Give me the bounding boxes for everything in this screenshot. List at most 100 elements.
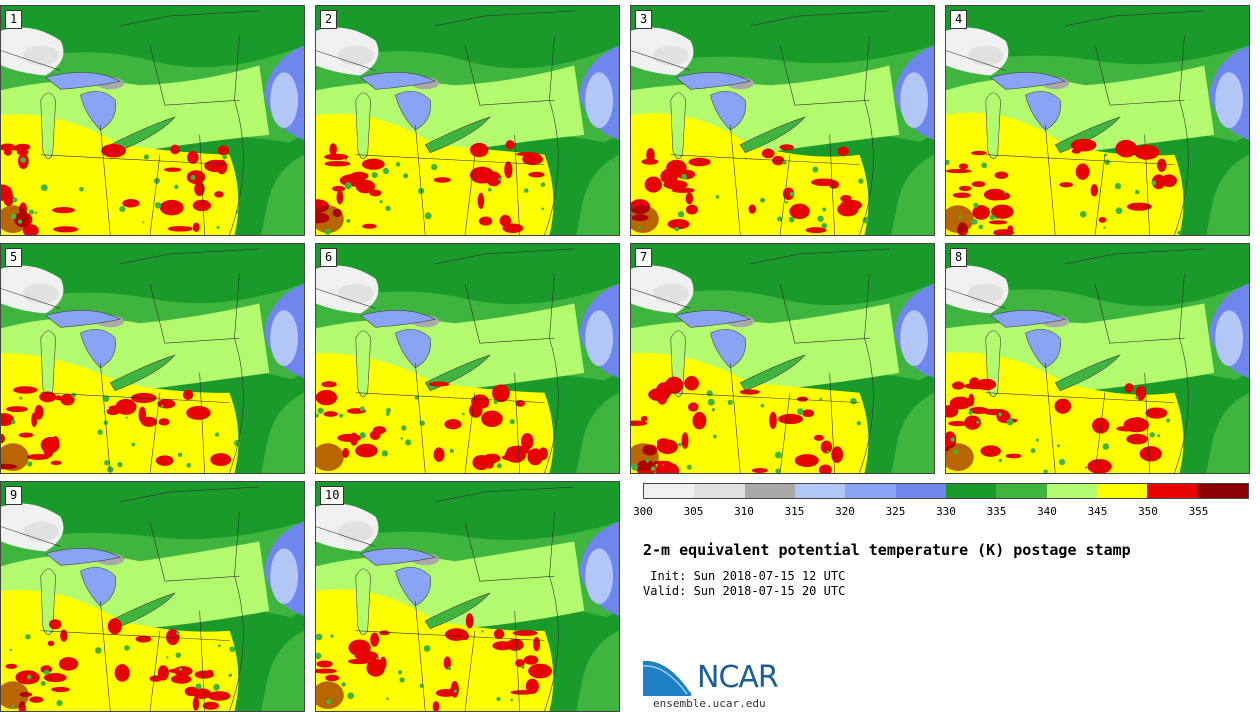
state-border: [549, 273, 555, 339]
field-350: [432, 701, 440, 711]
logo-text: NCAR: [697, 660, 779, 695]
field-350: [50, 460, 62, 465]
field-335: [1104, 159, 1111, 166]
field-350: [1133, 144, 1160, 160]
field-350: [39, 391, 57, 403]
field-350: [1059, 182, 1073, 188]
field-350: [818, 464, 832, 473]
field-335: [1102, 443, 1110, 450]
field-305: [652, 45, 689, 66]
field-350: [5, 663, 18, 669]
field-335: [339, 413, 344, 418]
field-335: [1151, 180, 1157, 186]
field-350: [510, 690, 535, 695]
field-335: [1177, 231, 1181, 235]
field-335: [213, 683, 220, 691]
state-border: [435, 10, 575, 27]
field-335: [386, 407, 391, 413]
field-350: [994, 171, 1009, 179]
field-350: [789, 203, 810, 220]
field-335: [154, 202, 162, 209]
ncar-logo-icon: [643, 658, 692, 696]
field-335: [715, 195, 720, 199]
field-350: [337, 433, 362, 442]
field-335: [176, 631, 180, 636]
field-315: [900, 310, 929, 366]
field-350: [499, 214, 512, 227]
field-350: [149, 675, 163, 682]
field-350: [779, 144, 794, 151]
colorbar-tick-label: 355: [1188, 505, 1209, 518]
field-335: [345, 158, 348, 161]
field-335: [971, 218, 978, 225]
field-335: [371, 171, 378, 179]
state-border: [859, 100, 874, 235]
field-350: [166, 629, 180, 646]
field-335: [400, 437, 404, 440]
field-350: [504, 161, 513, 179]
field-350: [1071, 148, 1081, 154]
field-350: [982, 408, 1008, 416]
lake-huron: [80, 90, 116, 131]
plot-title: 2-m equivalent potential temperature (K)…: [643, 541, 1131, 559]
field-335: [946, 159, 950, 165]
field-335: [131, 442, 136, 447]
field-350: [685, 204, 698, 215]
field-335: [94, 647, 102, 654]
lake-erie: [109, 116, 176, 154]
state-border: [40, 630, 230, 641]
field-335: [346, 218, 351, 223]
state-border: [234, 273, 240, 339]
field-350: [108, 405, 125, 411]
site-url[interactable]: ensemble.ucar.edu: [653, 697, 766, 710]
field-350: [831, 446, 844, 463]
field-350: [656, 382, 674, 397]
member-label: 5: [5, 248, 23, 267]
field-350: [486, 171, 502, 187]
member-label: 4: [950, 10, 968, 29]
lake-huron: [1025, 90, 1061, 131]
field-335: [782, 160, 787, 165]
field-345: [316, 352, 554, 473]
colorbar-segment-355: [1197, 484, 1248, 498]
field-335: [179, 667, 183, 671]
state-border: [549, 35, 555, 101]
state-border: [464, 45, 555, 106]
field-335: [160, 404, 164, 408]
colorbar-ticks: 300 305 310 315 320 325 330 335 340 345 350 355: [633, 505, 1249, 519]
field-350: [640, 415, 648, 422]
state-border: [1094, 45, 1185, 106]
field-335: [107, 466, 114, 473]
field-350: [29, 696, 44, 703]
field-305: [652, 283, 689, 304]
colorbar-tick-label: 340: [1037, 505, 1057, 518]
field-350: [329, 143, 337, 156]
field-335: [1114, 182, 1122, 190]
field-335: [1166, 418, 1171, 423]
field-350: [428, 381, 450, 387]
member-label: 9: [5, 486, 23, 505]
field-350: [58, 657, 79, 671]
field-355: [631, 443, 659, 472]
field-350: [748, 204, 757, 214]
field-335: [797, 408, 804, 416]
lake-erie: [424, 592, 491, 630]
colorbar-segment-340: [1046, 484, 1097, 498]
state-border: [199, 372, 205, 473]
field-350: [115, 398, 137, 415]
field-335: [20, 157, 27, 163]
state-border: [1, 50, 61, 71]
colorbar-segment-325: [895, 484, 946, 498]
colorbar-tick-label: 325: [885, 505, 906, 518]
state-border: [544, 576, 559, 711]
field-335: [953, 449, 959, 455]
field-335: [40, 184, 48, 192]
field-335: [681, 173, 687, 180]
field-350: [688, 402, 699, 412]
field-335: [385, 205, 391, 212]
colorbar-segment-305: [694, 484, 745, 498]
field-350: [1005, 453, 1022, 459]
field-350: [167, 225, 193, 232]
field-350: [101, 143, 126, 158]
field-335: [9, 648, 13, 652]
